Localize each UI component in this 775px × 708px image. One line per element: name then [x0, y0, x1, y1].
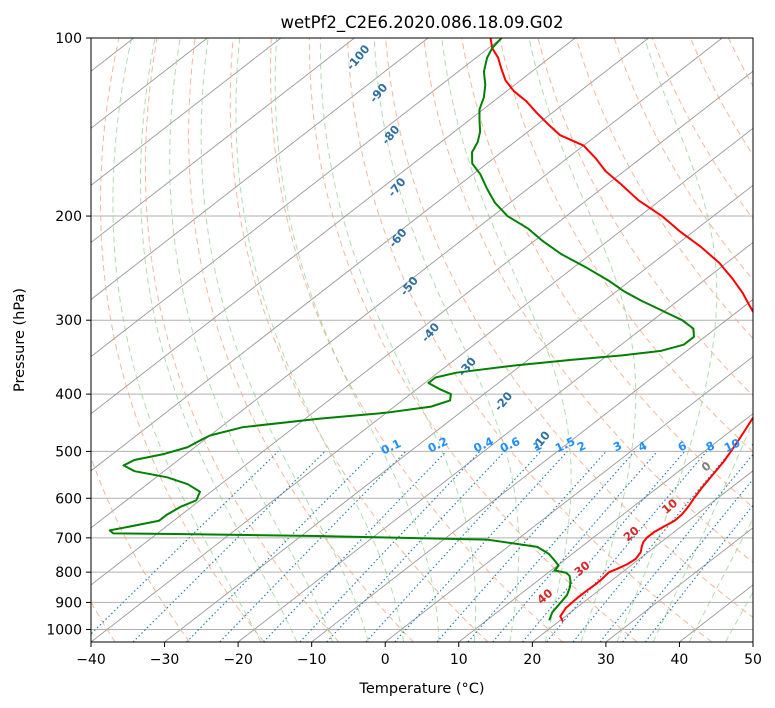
mixing-ratio-line [132, 451, 326, 642]
y-tick-label: 300 [55, 313, 82, 329]
dry-adiabat-line [308, 38, 638, 642]
moist-adiabat-line [200, 38, 369, 642]
mixing-ratio-label: 10 [722, 436, 742, 455]
isotherm-line [164, 184, 753, 642]
x-tick-label: −20 [223, 652, 253, 668]
x-axis-ticks: −40 −30 −20 −10 0 10 20 30 40 50 [76, 642, 762, 668]
x-tick-label: −10 [297, 652, 327, 668]
x-tick-label: 10 [450, 652, 468, 668]
mixing-ratio-line [572, 451, 732, 642]
dry-adiabat-line [575, 38, 753, 340]
background-lines [91, 38, 753, 642]
mixing-ratio-line [522, 451, 686, 642]
y-tick-label: 800 [55, 565, 82, 581]
moist-adiabat-line [652, 419, 753, 642]
dry-adiabat-line [537, 38, 753, 397]
mixing-ratio-label: 13 [749, 436, 769, 455]
mixing-ratio-line [91, 451, 279, 635]
y-tick-label: 100 [55, 31, 82, 47]
dry-adiabat-line [99, 38, 265, 642]
moist-adiabat-line [441, 38, 572, 642]
y-tick-label: 700 [55, 531, 82, 547]
dewpoint-profile-line [108, 38, 695, 621]
mixing-ratio-line [365, 451, 542, 642]
dry-adiabat-line [270, 38, 563, 642]
x-tick-label: 50 [744, 652, 762, 668]
mixing-ratio-line [394, 451, 568, 642]
moist-adiabat-line [139, 38, 298, 642]
x-tick-label: 20 [523, 652, 541, 668]
isotherm-line [91, 127, 753, 642]
isotherm-line [91, 38, 723, 529]
mixing-ratio-line [299, 451, 481, 642]
x-tick-label: −40 [76, 652, 106, 668]
isotherm-line [91, 38, 649, 472]
mixing-ratio-line [326, 451, 506, 642]
moist-adiabat-line [616, 38, 718, 642]
y-axis-ticks: 1000 900 800 700 600 500 400 300 200 100 [46, 31, 91, 638]
moist-adiabat-line [274, 38, 440, 642]
moist-adiabat-line [112, 38, 262, 642]
y-tick-label: 400 [55, 387, 82, 403]
mixing-ratio-line [546, 451, 708, 642]
dry-adiabat-line [423, 38, 753, 564]
mixing-ratio-line [263, 451, 447, 642]
y-tick-label: 900 [55, 595, 82, 611]
isotherm-line [91, 38, 282, 186]
temperature-profile-line [489, 38, 753, 623]
mixing-ratio-line [186, 451, 376, 642]
mixing-ratio-line [436, 451, 607, 642]
dry-adiabat-line [346, 38, 713, 642]
isotherm-line [91, 38, 502, 358]
x-tick-label: 0 [381, 652, 390, 668]
isotherm-line [605, 527, 753, 642]
dry-adiabat-line [229, 38, 489, 642]
mixing-ratio-line [599, 453, 753, 642]
moist-adiabat-line [235, 38, 405, 642]
isotherm-line [91, 38, 429, 301]
isotherm-line [384, 356, 753, 642]
mixing-ratio-line [622, 478, 753, 642]
isotherm-line [91, 38, 576, 415]
moist-adiabat-line [169, 38, 334, 642]
y-axis-title: Pressure (hPa) [12, 288, 28, 392]
moist-adiabat-line [319, 38, 477, 642]
y-tick-label: 1000 [46, 622, 82, 638]
x-tick-label: 40 [671, 652, 689, 668]
isotherm-line [532, 470, 753, 642]
x-tick-label: 30 [597, 652, 615, 668]
plot-frame [90, 37, 754, 643]
chart-title: wetPf2_C2E6.2020.086.18.09.G02 [280, 13, 563, 33]
data-lines [108, 38, 753, 623]
x-tick-label: −30 [150, 652, 180, 668]
y-tick-label: 500 [55, 444, 82, 460]
isotherm-line [237, 241, 753, 642]
y-tick-label: 600 [55, 491, 82, 507]
moist-adiabat-line [528, 38, 637, 642]
dry-adiabat-line [91, 456, 191, 642]
isotherm-line [458, 413, 753, 642]
dry-adiabat-line [144, 38, 340, 642]
x-axis-title: Temperature (°C) [358, 681, 484, 697]
moist-adiabat-line [373, 38, 520, 642]
dry-adiabat-line [385, 38, 753, 619]
dry-adiabat-line [188, 38, 414, 642]
isotherm-line [91, 38, 355, 243]
y-tick-label: 200 [55, 209, 82, 225]
isotherm-line [91, 70, 753, 586]
mixing-ratio-line [219, 451, 407, 642]
